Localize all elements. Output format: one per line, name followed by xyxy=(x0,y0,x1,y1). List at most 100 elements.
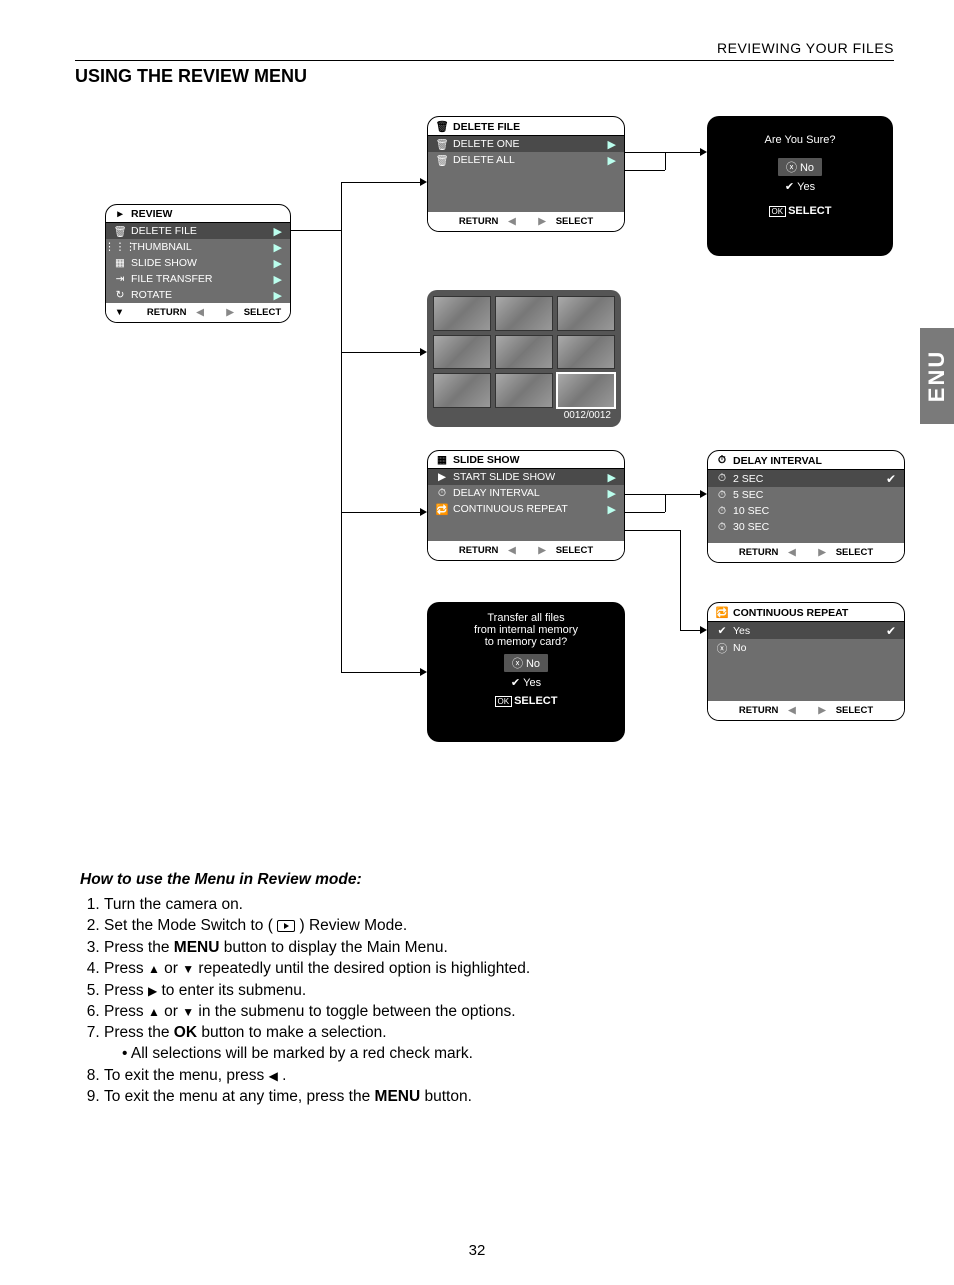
repeat-panel: 🔁CONTINUOUS REPEAT ✔Yes✔ ⓧNo RETURN◀ ▶SE… xyxy=(707,602,905,721)
thumbnail[interactable] xyxy=(495,296,553,331)
transfer-text: Transfer all files xyxy=(439,612,613,624)
transfer-panel: Transfer all files from internal memory … xyxy=(427,602,625,742)
select-label: SELECT xyxy=(556,545,593,556)
instruction-step: Press the OK button to make a selection.… xyxy=(104,1023,884,1065)
instruction-step: Turn the camera on. xyxy=(104,895,884,916)
down-icon: ▼ xyxy=(182,962,194,976)
instruction-step: Press ▲ or ▼ repeatedly until the desire… xyxy=(104,959,884,980)
left-icon: ◀ xyxy=(269,1069,278,1083)
menu-item-label: 10 SEC xyxy=(733,505,769,517)
thumbnail[interactable] xyxy=(557,335,615,370)
up-icon: ▲ xyxy=(148,962,160,976)
menu-item-label: 5 SEC xyxy=(733,489,763,501)
menu-diagram: ▸REVIEW 🗑DELETE FILE▶ ⋮⋮⋮THUMBNAIL▶ ▦SLI… xyxy=(75,112,894,797)
down-icon: ▼ xyxy=(115,307,124,318)
return-label: RETURN xyxy=(739,547,779,558)
menu-item[interactable]: 🗑DELETE FILE▶ xyxy=(106,223,290,239)
thumbnail[interactable] xyxy=(495,335,553,370)
menu-item-label: DELETE FILE xyxy=(131,225,197,237)
repeat-icon: 🔁 xyxy=(436,503,448,516)
confirm-question: Are You Sure? xyxy=(719,134,881,146)
down-icon: ▼ xyxy=(182,1005,194,1019)
tri-right-icon: ▶ xyxy=(538,216,545,227)
menu-item-label: SLIDE SHOW xyxy=(131,257,197,269)
instruction-step: Press ▶ to enter its submenu. xyxy=(104,981,884,1002)
chevron-right-icon: ▶ xyxy=(274,241,282,254)
menu-item[interactable]: ▦SLIDE SHOW▶ xyxy=(106,255,290,271)
confirm-no[interactable]: No xyxy=(778,158,822,176)
up-icon: ▲ xyxy=(148,1005,160,1019)
select-label: SELECT xyxy=(836,547,873,558)
x-icon: ⓧ xyxy=(716,641,728,656)
menu-item[interactable]: ⏱DELAY INTERVAL▶ xyxy=(428,485,624,501)
select-label: SELECT xyxy=(788,205,831,217)
tri-right-icon: ▶ xyxy=(818,705,825,716)
check-icon: ✔ xyxy=(716,625,728,637)
menu-item-label: 2 SEC xyxy=(733,473,763,485)
select-label: SELECT xyxy=(244,307,281,318)
menu-item[interactable]: ✔Yes✔ xyxy=(708,622,904,639)
return-label: RETURN xyxy=(739,705,779,716)
select-label: SELECT xyxy=(556,216,593,227)
tri-left-icon: ◀ xyxy=(508,216,515,227)
slideshow-icon: ▦ xyxy=(436,454,448,466)
menu-item[interactable]: ⓧNo xyxy=(708,639,904,657)
side-tab-label: ENU xyxy=(924,350,950,402)
chevron-right-icon: ▶ xyxy=(608,503,616,516)
menu-item[interactable]: ⏱ 5 SEC xyxy=(708,487,904,503)
instruction-step: Press the MENU button to display the Mai… xyxy=(104,938,884,959)
menu-item[interactable]: 🗑DELETE ALL▶ xyxy=(428,152,624,168)
clock-icon: ⏱ xyxy=(716,505,728,518)
select-label: SELECT xyxy=(514,695,557,707)
menu-item-label: START SLIDE SHOW xyxy=(453,471,555,483)
repeat-icon: 🔁 xyxy=(716,606,728,619)
thumbnail[interactable] xyxy=(433,296,491,331)
review-title: REVIEW xyxy=(131,208,172,220)
thumbnail[interactable] xyxy=(433,335,491,370)
chevron-right-icon: ▶ xyxy=(274,257,282,270)
menu-item-label: 30 SEC xyxy=(733,521,769,533)
tri-right-icon: ▶ xyxy=(538,545,545,556)
header-section: REVIEWING YOUR FILES xyxy=(717,40,894,56)
menu-item[interactable]: ⋮⋮⋮THUMBNAIL▶ xyxy=(106,239,290,255)
clock-icon: ⏱ xyxy=(716,521,728,534)
clock-icon: ⏱ xyxy=(716,454,728,467)
thumbnail[interactable] xyxy=(557,296,615,331)
menu-item[interactable]: 🗑DELETE ONE▶ xyxy=(428,136,624,152)
clock-icon: ⏱ xyxy=(716,489,728,502)
thumbnail-panel: 0012/0012 xyxy=(427,290,621,427)
menu-item[interactable]: ⏱ 10 SEC xyxy=(708,503,904,519)
transfer-icon: ⇥ xyxy=(114,273,126,285)
confirm-panel: Are You Sure? No Yes OKSELECT xyxy=(707,116,893,256)
confirm-yes[interactable]: Yes xyxy=(719,180,881,193)
thumbnail[interactable] xyxy=(433,373,491,408)
thumbnail[interactable] xyxy=(557,373,615,408)
check-icon: ✔ xyxy=(886,624,896,638)
delete-panel: 🗑DELETE FILE 🗑DELETE ONE▶ 🗑DELETE ALL▶ R… xyxy=(427,116,625,232)
transfer-yes[interactable]: Yes xyxy=(439,676,613,689)
menu-item[interactable]: ⏱ 30 SEC xyxy=(708,519,904,535)
menu-item[interactable]: ⏱2 SEC✔ xyxy=(708,470,904,487)
chevron-right-icon: ▶ xyxy=(274,225,282,238)
menu-item[interactable]: ⇥FILE TRANSFER▶ xyxy=(106,271,290,287)
transfer-no[interactable]: No xyxy=(504,654,548,672)
transfer-text: to memory card? xyxy=(439,636,613,648)
tri-left-icon: ◀ xyxy=(788,705,795,716)
select-label: SELECT xyxy=(836,705,873,716)
ok-icon: OK xyxy=(495,696,513,707)
chevron-right-icon: ▶ xyxy=(608,471,616,484)
page-number: 32 xyxy=(0,1242,954,1259)
instructions: How to use the Menu in Review mode: Turn… xyxy=(80,870,884,1109)
menu-item-label: FILE TRANSFER xyxy=(131,273,213,285)
tri-right-icon: ▶ xyxy=(818,547,825,558)
menu-item[interactable]: 🔁 CONTINUOUS REPEAT ▶ xyxy=(428,501,624,517)
thumbnail-counter: 0012/0012 xyxy=(433,408,615,421)
menu-item-label: CONTINUOUS REPEAT xyxy=(453,503,568,515)
transfer-text: from internal memory xyxy=(439,624,613,636)
menu-item[interactable]: ↻ROTATE▶ xyxy=(106,287,290,303)
tri-left-icon: ◀ xyxy=(508,545,515,556)
menu-item[interactable]: ▶START SLIDE SHOW▶ xyxy=(428,469,624,485)
instruction-step: To exit the menu, press ◀ . xyxy=(104,1066,884,1087)
thumbnail[interactable] xyxy=(495,373,553,408)
grid-icon: ⋮⋮⋮ xyxy=(114,241,126,253)
